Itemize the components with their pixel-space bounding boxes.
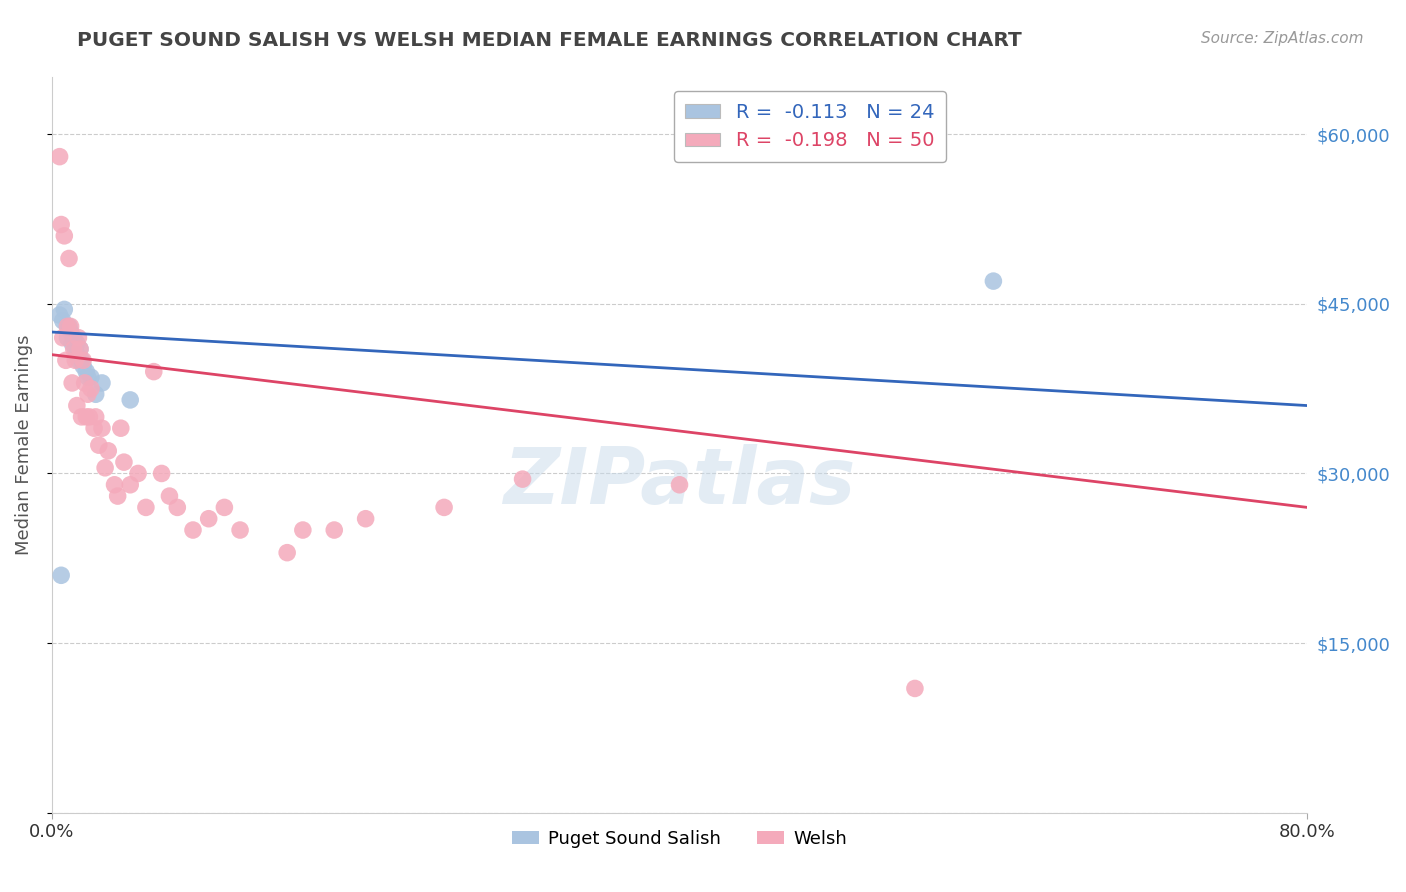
Point [75,365,97,379]
Point [69,342,91,356]
Point [87,438,110,452]
Point [84,387,107,401]
Point [433,500,456,515]
Point [291,523,314,537]
Point [60,336,83,351]
Point [91,421,114,435]
Point [65,353,87,368]
Point [76,370,98,384]
Point [112,455,135,469]
Point [166,500,188,515]
Point [53,302,76,317]
Point [48,308,70,322]
Point [58,252,80,266]
Point [91,376,114,390]
Point [55,353,77,368]
Point [70,409,93,424]
Point [80,370,103,384]
Point [51,218,73,232]
Point [51,568,73,582]
Point [103,477,125,491]
Text: ZIPatlas: ZIPatlas [503,444,856,520]
Point [135,500,157,515]
Point [127,467,149,481]
Point [120,392,142,407]
Point [94,460,117,475]
Point [56,319,79,334]
Point [197,512,219,526]
Point [65,342,87,356]
Point [97,443,120,458]
Point [323,523,346,537]
Y-axis label: Median Female Earnings: Median Female Earnings [15,334,32,556]
Point [56,331,79,345]
Point [110,421,132,435]
Point [52,314,75,328]
Point [66,348,89,362]
Point [52,331,75,345]
Point [79,409,101,424]
Point [229,523,252,537]
Point [60,376,83,390]
Point [73,376,96,390]
Point [159,489,181,503]
Point [150,467,173,481]
Point [668,477,690,491]
Point [59,325,82,339]
Point [512,472,534,486]
Point [58,319,80,334]
Legend: R =  -0.113   N = 24, R =  -0.198   N = 50: R = -0.113 N = 24, R = -0.198 N = 50 [673,91,946,161]
Point [276,546,298,560]
Point [69,342,91,356]
Point [76,387,98,401]
Point [67,353,90,368]
Point [62,331,84,345]
Point [354,512,377,526]
Point [56,319,79,334]
Point [142,365,165,379]
Point [80,382,103,396]
Point [67,331,90,345]
Point [107,489,129,503]
Text: PUGET SOUND SALISH VS WELSH MEDIAN FEMALE EARNINGS CORRELATION CHART: PUGET SOUND SALISH VS WELSH MEDIAN FEMAL… [77,31,1022,50]
Point [120,477,142,491]
Point [214,500,236,515]
Point [181,523,204,537]
Point [72,359,94,373]
Point [72,353,94,368]
Point [983,274,1005,288]
Point [62,342,84,356]
Point [904,681,927,696]
Point [53,228,76,243]
Point [84,409,107,424]
Point [48,150,70,164]
Point [66,399,89,413]
Point [59,319,82,334]
Text: Source: ZipAtlas.com: Source: ZipAtlas.com [1201,31,1364,46]
Point [83,421,105,435]
Point [75,409,97,424]
Point [66,336,89,351]
Point [70,353,93,368]
